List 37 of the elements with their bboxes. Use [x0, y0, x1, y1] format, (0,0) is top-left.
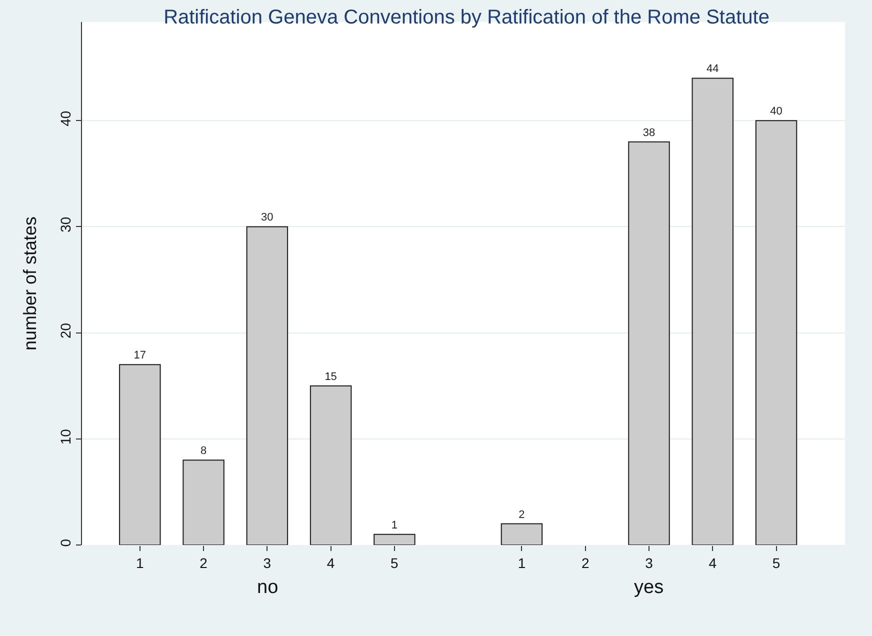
- bar: [755, 120, 798, 545]
- x-tick-label: 3: [263, 554, 272, 571]
- x-tick-label: 2: [581, 554, 590, 571]
- data-label: 15: [324, 370, 337, 383]
- bar: [628, 141, 670, 545]
- x-tick-label: 1: [136, 554, 144, 571]
- x-tick-label: 4: [326, 554, 335, 571]
- bar: [500, 523, 543, 545]
- y-tick-label: 40: [57, 110, 74, 126]
- bar: [692, 78, 734, 545]
- x-tick-label: 4: [708, 554, 717, 571]
- text: no: [257, 577, 278, 598]
- chart-title: Ratification Geneva Conventions by Ratification of the Rome Statute: [164, 6, 770, 29]
- text: yes: [634, 577, 664, 598]
- y-tick-label: 10: [57, 428, 74, 445]
- bar: [374, 534, 416, 545]
- bar: [246, 226, 288, 545]
- data-label: 30: [261, 212, 274, 224]
- bar: [310, 385, 352, 545]
- data-label: 44: [706, 63, 719, 76]
- y-axis-title: number of states: [20, 216, 40, 351]
- data-label: 2: [518, 508, 525, 521]
- x-tick-label: 1: [518, 554, 526, 571]
- bar: [119, 364, 161, 545]
- x-tick-label: 5: [772, 554, 780, 571]
- x-tick-label: 3: [645, 554, 654, 571]
- data-label: 8: [200, 445, 207, 458]
- data-label: 1: [391, 519, 398, 532]
- data-label: 40: [770, 106, 782, 118]
- x-tick-label: 2: [200, 554, 208, 571]
- y-tick-label: 20: [57, 322, 74, 339]
- x-tick-label: 5: [390, 554, 399, 571]
- bar: [182, 460, 224, 545]
- y-tick-label: 0: [57, 538, 74, 547]
- y-tick-label: 30: [57, 216, 74, 232]
- data-label: 38: [642, 126, 656, 139]
- data-label: 17: [134, 350, 146, 362]
